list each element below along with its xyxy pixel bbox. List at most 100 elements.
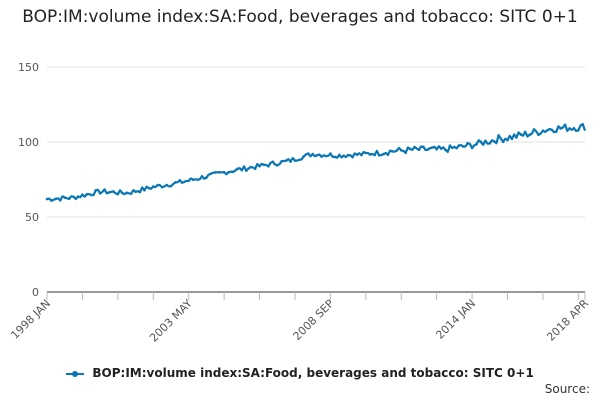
data-point <box>444 148 447 152</box>
data-point <box>218 171 221 174</box>
data-point <box>391 150 394 153</box>
data-point <box>430 146 434 149</box>
data-point <box>333 155 337 159</box>
data-point <box>329 152 332 155</box>
data-point <box>200 175 204 178</box>
data-point <box>85 192 89 196</box>
data-point <box>404 151 407 155</box>
data-point <box>54 197 58 201</box>
x-tick-label: 2018 APR <box>544 297 591 344</box>
data-point <box>231 170 235 174</box>
series-line <box>46 123 587 202</box>
data-point <box>475 142 478 146</box>
data-point <box>116 192 120 196</box>
data-point <box>461 145 465 148</box>
data-point <box>577 128 580 132</box>
data-point <box>240 168 244 172</box>
data-point <box>457 144 461 147</box>
data-point <box>81 193 84 196</box>
data-point <box>315 154 319 157</box>
data-point <box>187 179 190 183</box>
data-point <box>377 153 381 157</box>
data-point <box>182 180 186 184</box>
data-point <box>306 152 310 155</box>
data-point <box>271 160 275 164</box>
data-point <box>492 140 496 143</box>
data-point <box>213 171 217 174</box>
data-point <box>134 190 137 194</box>
data-point <box>439 147 443 150</box>
data-point <box>160 185 164 189</box>
data-point <box>351 155 354 159</box>
data-point <box>191 178 195 182</box>
data-point <box>98 192 102 195</box>
data-point <box>523 130 527 134</box>
data-point <box>537 133 540 137</box>
y-tick-label: 100 <box>18 136 39 149</box>
data-point <box>506 138 509 142</box>
data-point <box>528 133 531 137</box>
data-point <box>501 140 505 144</box>
data-point <box>484 139 487 143</box>
data-point <box>399 149 403 152</box>
legend[interactable]: BOP:IM:volume index:SA:Food, beverages a… <box>0 366 600 380</box>
data-point <box>581 123 585 126</box>
data-point <box>572 127 576 130</box>
data-point <box>253 167 257 171</box>
data-point <box>178 179 182 182</box>
data-point <box>138 190 142 194</box>
data-point <box>346 153 350 157</box>
data-point <box>205 176 208 179</box>
data-point <box>249 165 252 169</box>
data-point <box>63 196 67 199</box>
data-point <box>342 154 345 158</box>
data-point <box>479 140 483 144</box>
data-point <box>222 170 226 174</box>
series-group <box>45 123 587 202</box>
data-point <box>209 172 213 176</box>
data-point <box>395 149 399 152</box>
data-point <box>244 169 248 172</box>
data-point <box>488 142 492 145</box>
data-point <box>408 147 412 151</box>
data-point <box>94 189 98 192</box>
data-point <box>497 134 500 137</box>
data-point <box>284 159 288 163</box>
data-point <box>125 191 128 195</box>
data-point <box>541 129 545 132</box>
data-point <box>532 128 536 131</box>
data-point <box>275 163 279 167</box>
legend-marker <box>66 370 85 377</box>
data-point <box>355 153 359 157</box>
data-point <box>337 153 341 157</box>
data-point <box>466 141 469 145</box>
data-point <box>169 184 173 188</box>
data-point <box>112 190 115 193</box>
data-point <box>519 133 523 136</box>
data-point <box>72 195 75 199</box>
data-point <box>143 188 146 192</box>
data-point <box>151 185 155 188</box>
data-point <box>417 148 421 152</box>
x-tick-label: 2008 SEP <box>291 297 337 343</box>
data-point <box>267 165 270 168</box>
data-point <box>311 152 314 156</box>
data-point <box>382 152 385 156</box>
data-point <box>236 167 239 171</box>
data-point <box>165 183 168 187</box>
data-point <box>510 137 514 141</box>
y-tick-label: 0 <box>32 286 39 299</box>
chart-title: BOP:IM:volume index:SA:Food, beverages a… <box>22 7 578 27</box>
data-point <box>559 127 562 130</box>
data-point <box>426 148 430 151</box>
data-point <box>298 158 301 162</box>
data-point <box>320 155 323 158</box>
legend-label: BOP:IM:volume index:SA:Food, beverages a… <box>92 366 534 380</box>
data-point <box>280 159 283 163</box>
data-point <box>413 145 416 149</box>
data-point <box>324 154 328 158</box>
y-tick-label: 150 <box>18 61 39 74</box>
data-point <box>129 192 133 195</box>
data-point <box>76 195 80 198</box>
